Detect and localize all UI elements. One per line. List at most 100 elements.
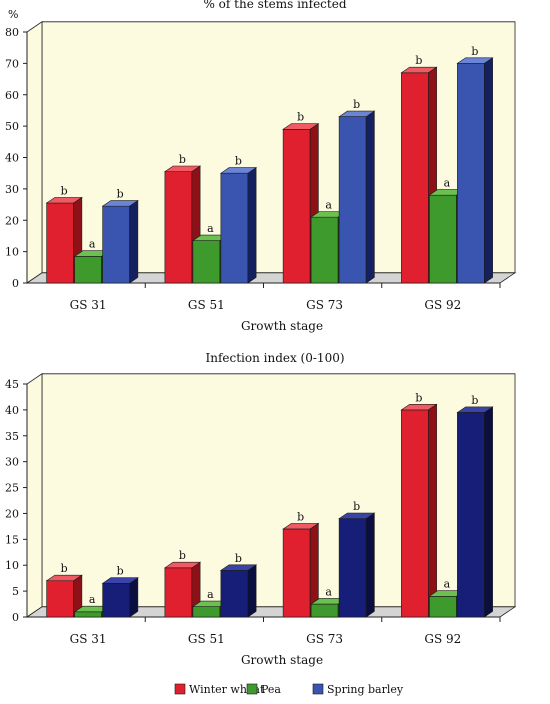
y-tick-label: 0 [12,277,19,290]
y-tick-label: 30 [5,456,19,469]
bar-front [338,116,367,284]
x-category-label: GS 51 [188,298,225,312]
bar-front [192,240,221,284]
bar-side [247,167,257,284]
bar-side [365,512,375,618]
bar-front [310,216,339,284]
legend-label: Winter wheat [189,683,265,696]
legend-swatch [246,683,258,695]
legend-swatch [312,683,324,695]
bar-top [282,123,320,130]
bar-significance-label: b [179,153,186,166]
bar-spring-barley [101,577,139,618]
bar-front [282,528,311,618]
y-tick-label: 25 [5,482,19,495]
bar-front [338,518,367,618]
bar-front [401,409,429,618]
bar-front [192,606,221,618]
plot-back-wall [41,373,516,608]
bar-side [428,403,437,618]
bar-front [282,128,311,284]
bar-top [163,561,202,569]
y-tick-label: 15 [5,533,19,546]
bar-significance-label: b [471,45,478,58]
y-tick-label: 80 [5,26,19,39]
y-tick-label: 50 [5,120,19,133]
bar-side [484,57,493,284]
bar-front [457,63,485,284]
bar-significance-label: a [444,177,451,190]
bar-top [338,512,376,519]
x-axis-label: Growth stage [241,653,323,667]
x-category-label: GS 73 [306,298,343,312]
bar-front [401,72,429,284]
plot-side-wall [26,21,43,284]
y-tick-label: 30 [5,183,19,196]
bar-front [46,202,74,284]
bar-top [163,165,202,172]
bar-significance-label: b [61,184,68,197]
chart-infection-index: 0 5 10 15 20 25 30 35 40 45 Infection index (0-100… [5,351,517,667]
bar-significance-label: b [61,562,68,575]
bar-significance-label: a [207,588,214,601]
bar-top [338,110,376,118]
bar-spring-barley [456,406,494,618]
bar-significance-label: b [353,500,360,513]
bar-significance-label: b [117,188,124,201]
plot-side-wall [26,373,43,618]
y-tick-label: 70 [5,57,19,70]
bar-front [74,256,102,284]
bar-top [282,523,320,530]
y-tick-label: 40 [5,404,19,417]
y-tick-label: 5 [12,585,19,598]
bar-top [101,200,139,207]
bar-pea [73,605,111,618]
bar-spring-barley [338,110,376,284]
bar-top [219,167,258,174]
x-category-label: GS 51 [188,632,225,646]
x-category-label: GS 73 [306,632,343,646]
x-category-label: GS 92 [424,632,461,646]
bar-winter-wheat [45,574,83,618]
bar-top [45,197,83,204]
bar-front [102,205,130,284]
y-tick-label: 20 [5,507,19,520]
bar-front [429,595,457,618]
y-tick-label: 45 [5,378,19,391]
bar-front [310,603,339,618]
bar-significance-label: b [117,565,124,578]
y-axis-label: % [8,8,18,21]
chart-title: % of the stems infected [203,0,346,11]
chart-title: Infection index (0-100) [205,351,344,365]
y-tick-label: 0 [12,611,19,624]
bar-significance-label: b [471,394,478,407]
bar-front [220,570,249,618]
legend-swatch [174,683,186,695]
bar-significance-label: b [179,549,186,562]
bar-significance-label: a [207,222,214,235]
bar-front [46,580,74,618]
bar-top [400,403,438,411]
bar-spring-barley [219,167,258,284]
bar-significance-label: b [297,510,304,523]
y-tick-label: 60 [5,89,19,102]
legend-label: Pea [261,683,281,696]
bar-significance-label: b [415,391,422,404]
x-category-label: GS 31 [70,298,107,312]
bar-significance-label: b [235,552,242,565]
bar-front [429,194,457,284]
bar-significance-label: a [444,578,451,591]
bar-significance-label: a [325,199,332,212]
bar-significance-label: b [297,111,304,124]
bar-significance-label: b [235,155,242,168]
bar-front [457,412,485,618]
bar-front [164,567,193,618]
y-tick-label: 10 [5,246,19,259]
bar-significance-label: a [89,593,96,606]
bar-significance-label: a [325,585,332,598]
bar-top [101,577,139,584]
x-axis-label: Growth stage [241,319,323,333]
